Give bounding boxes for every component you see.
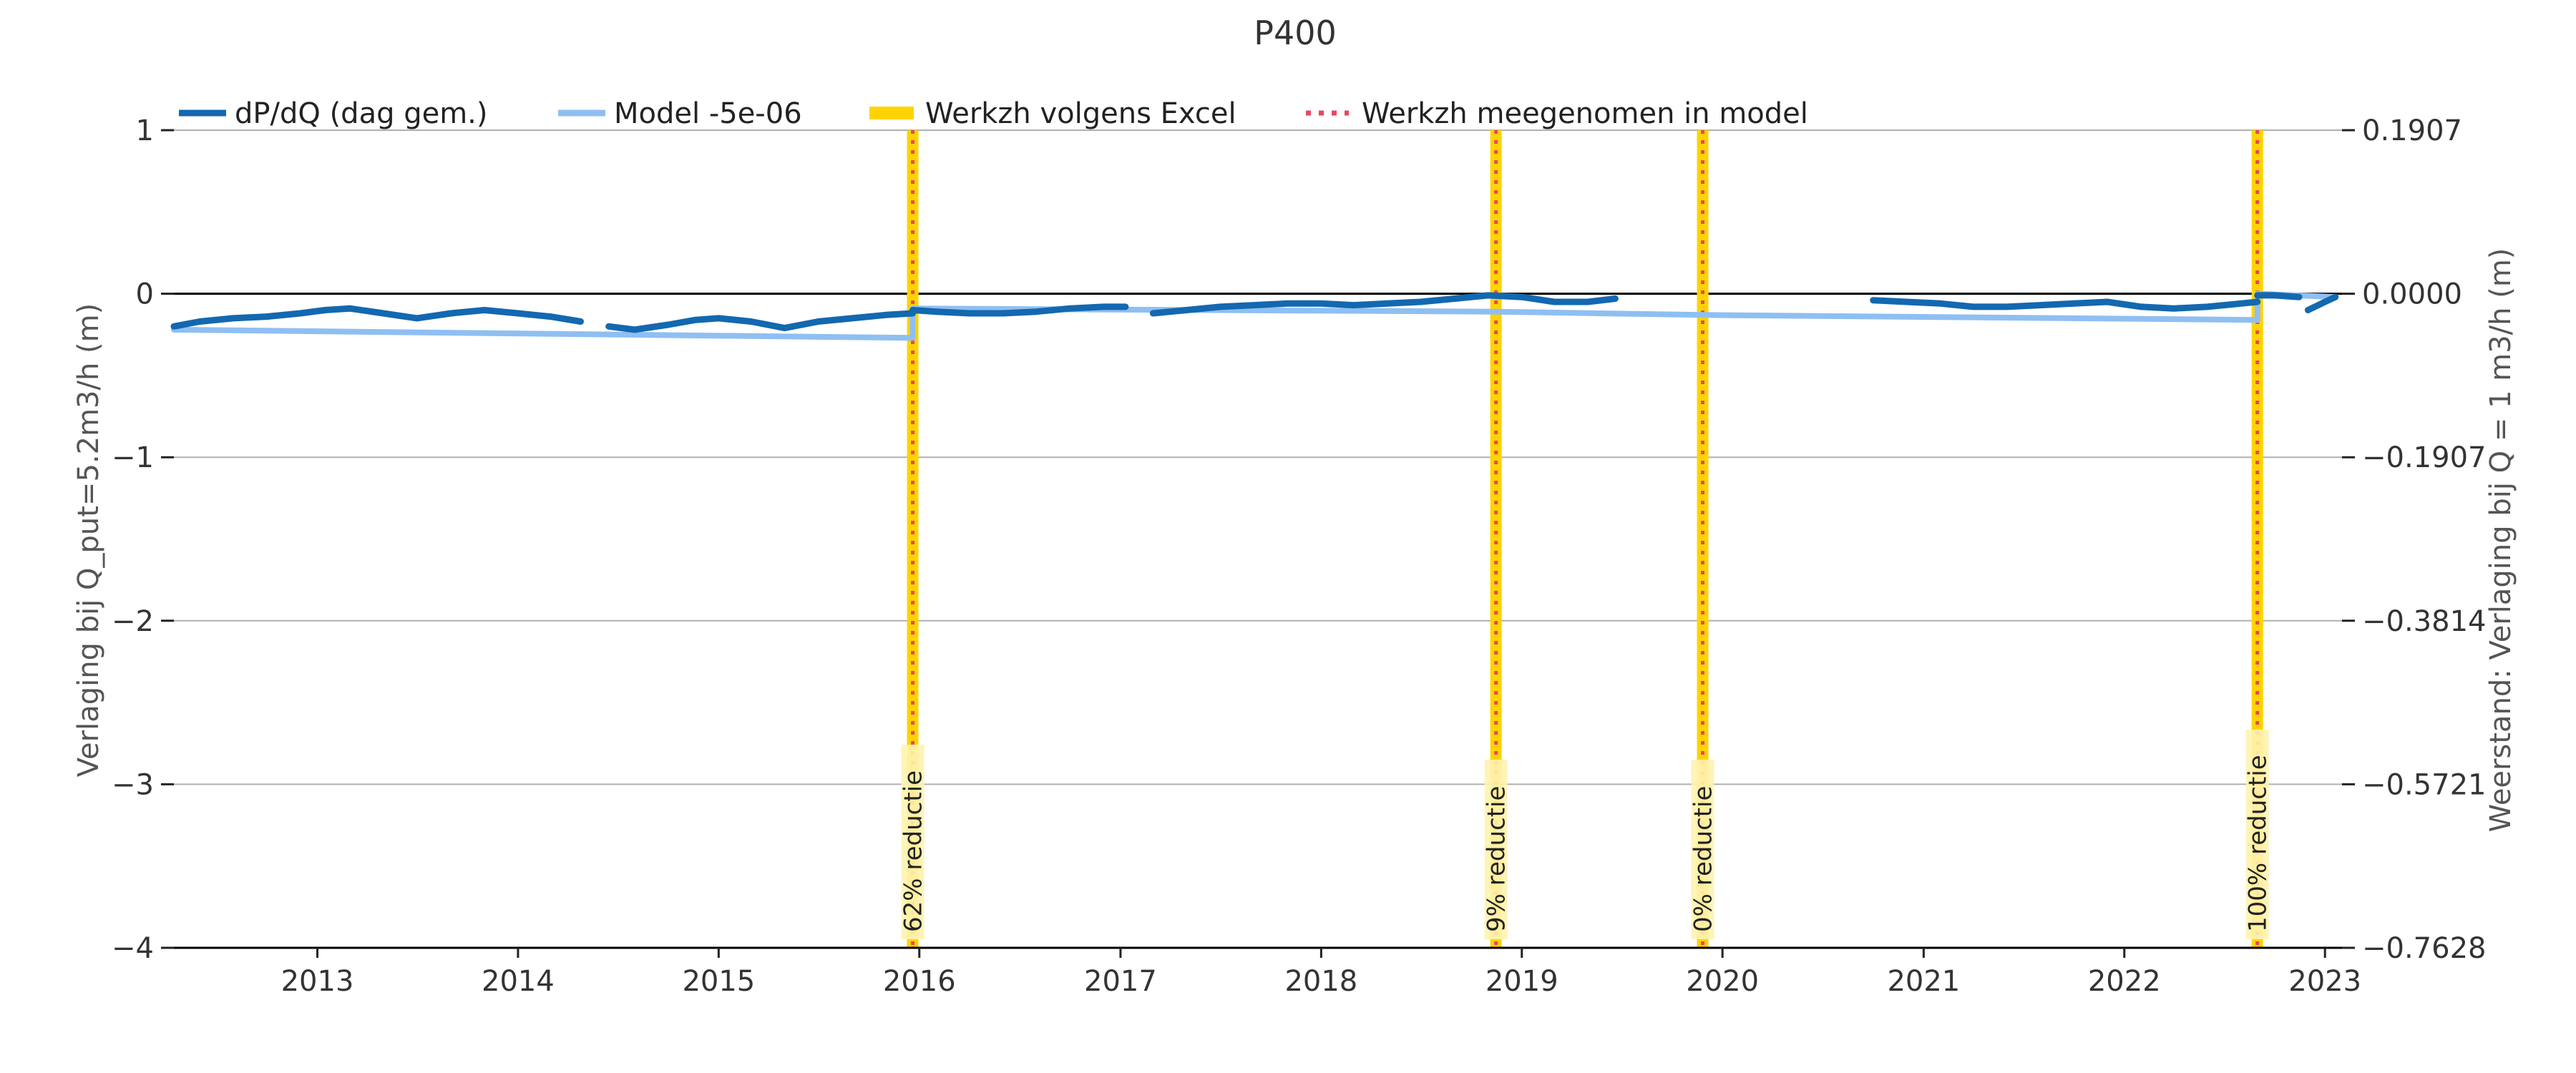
observed-line [2254,292,2303,300]
legend-observed: dP/dQ (dag gem.) [179,97,487,130]
y-tick-label-right: −0.3814 [2362,605,2486,638]
legend: dP/dQ (dag gem.) Model -5e-06 Werkzh volge… [179,97,1808,130]
axes: 1 0.1907 0 0.0000 −1 −0.1907 −2 −0.3814 −3 −0.572… [112,114,2486,998]
grid-lines [174,129,2342,785]
y-tick-label-right: −0.7628 [2362,932,2486,965]
y-axis-left-title: Verlaging bij Q_put=5.2m3/h (m) [72,303,105,777]
observed-line [2304,293,2339,313]
data-series [170,290,2339,341]
chart-title: P400 [1254,14,1337,52]
observed-line [605,310,916,333]
y-tick-label-left: −2 [112,605,154,638]
y-tick-label-left: 0 [136,278,154,311]
x-tick-label: 2021 [1887,965,1960,998]
y-tick-label-right: 0.0000 [2362,278,2462,311]
observed-line [909,303,1129,317]
y-tick-label-left: −3 [112,768,154,801]
x-tick-label: 2019 [1485,965,1558,998]
x-tick-label: 2013 [281,965,354,998]
x-tick-label: 2022 [2088,965,2161,998]
y-tick-label-left: −1 [112,441,154,474]
legend-label: Werkzh meegenomen in model [1362,97,1808,130]
event-markers: 62% reductie 9% reductie 0% reductie 100% r… [899,130,2273,948]
legend-excel: Werkzh volgens Excel [869,97,1236,130]
x-tick-label: 2015 [682,965,755,998]
event-label: 9% reductie [1483,786,1511,932]
observed-line [1149,292,1619,317]
x-tick-label: 2016 [883,965,956,998]
y-tick-label-right: 0.1907 [2362,114,2462,147]
event-label-bg [2245,730,2269,939]
x-tick-label: 2018 [1284,965,1357,998]
observed-line [1870,297,2261,312]
model-line [171,290,2338,341]
legend-swatch [869,107,914,119]
legend-label: Model -5e-06 [614,97,802,130]
x-tick-label: 2023 [2288,965,2361,998]
legend-model-event: Werkzh meegenomen in model [1306,97,1808,130]
y-tick-label-right: −0.1907 [2362,441,2486,474]
observed-line [170,305,584,330]
event-label: 62% reductie [899,770,928,932]
event-label-bg [1484,760,1508,939]
y-tick-label-left: −4 [112,932,154,965]
legend-label: Werkzh volgens Excel [925,97,1236,130]
y-tick-label-left: 1 [136,114,154,147]
x-tick-label: 2017 [1084,965,1157,998]
event-label: 0% reductie [1689,786,1718,932]
x-tick-label: 2014 [482,965,555,998]
y-tick-label-right: −0.5721 [2362,768,2486,801]
event-label: 100% reductie [2244,755,2273,932]
legend-model: Model -5e-06 [558,97,802,130]
y-axis-right-title: Weerstand: Verlaging bij Q = 1 m3/h (m) [2484,248,2517,833]
event-label-bg [1691,760,1714,939]
x-tick-label: 2020 [1686,965,1759,998]
event-label-bg [901,745,924,939]
legend-label: dP/dQ (dag gem.) [235,97,487,130]
